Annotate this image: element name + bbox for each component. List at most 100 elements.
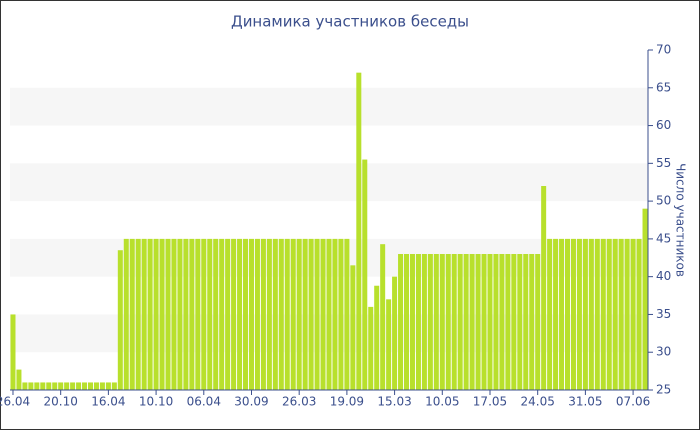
grid-band <box>10 163 648 202</box>
bar <box>284 238 290 390</box>
bar <box>123 238 129 390</box>
bar <box>302 238 308 390</box>
bar <box>606 238 612 390</box>
y-axis-label: Число участников <box>674 163 688 277</box>
bar <box>135 238 141 390</box>
bar <box>10 314 16 390</box>
bar <box>87 382 93 390</box>
bar <box>415 254 421 390</box>
bar <box>398 254 404 390</box>
bar <box>177 238 183 390</box>
x-tick-label: 30.09 <box>234 395 268 409</box>
bar <box>326 238 332 390</box>
bar <box>219 238 225 390</box>
bar <box>636 238 642 390</box>
bar <box>463 254 469 390</box>
bar <box>517 254 523 390</box>
y-tick-label: 65 <box>656 80 671 94</box>
y-tick-label: 30 <box>656 345 671 359</box>
bar <box>421 254 427 390</box>
bar <box>201 238 207 390</box>
bar <box>64 382 70 390</box>
bar <box>404 254 410 390</box>
bar <box>642 208 648 390</box>
bar <box>451 254 457 390</box>
bar <box>314 238 320 390</box>
bar <box>189 238 195 390</box>
bar <box>576 238 582 390</box>
bar <box>237 238 243 390</box>
bar <box>344 238 350 390</box>
bar <box>541 186 547 390</box>
y-tick-label: 70 <box>656 43 671 57</box>
bar <box>499 254 505 390</box>
bar <box>618 238 624 390</box>
bar <box>511 254 517 390</box>
y-tick-label: 55 <box>656 156 671 170</box>
x-tick-label: 24.05 <box>521 395 555 409</box>
bar <box>308 238 314 390</box>
bar <box>129 238 135 390</box>
y-tick-label: 25 <box>656 383 671 397</box>
x-tick-label: 19.09 <box>330 395 364 409</box>
bar <box>22 382 28 390</box>
bar <box>165 238 171 390</box>
bar <box>505 254 511 390</box>
x-tick-label: 07.06 <box>616 395 650 409</box>
bar <box>40 382 46 390</box>
bar <box>183 238 189 390</box>
bar <box>523 254 529 390</box>
bar <box>332 238 338 390</box>
bar <box>76 382 82 390</box>
bar <box>570 238 576 390</box>
bar <box>368 306 374 390</box>
bar <box>457 254 463 390</box>
bar <box>624 238 630 390</box>
bar <box>260 238 266 390</box>
bar <box>439 254 445 390</box>
y-tick-label: 40 <box>656 269 671 283</box>
bar <box>350 265 356 390</box>
bar <box>374 285 380 390</box>
x-tick-label: 17.05 <box>473 395 507 409</box>
bar <box>93 382 99 390</box>
bar <box>493 254 499 390</box>
y-tick-label: 35 <box>656 307 671 321</box>
bar <box>46 382 52 390</box>
bar <box>386 299 392 390</box>
bar <box>296 238 302 390</box>
x-tick-label: 10.05 <box>425 395 459 409</box>
bar <box>433 254 439 390</box>
bar <box>445 254 451 390</box>
chart-title: Динамика участников беседы <box>231 13 469 31</box>
bar <box>213 238 219 390</box>
bar <box>28 382 34 390</box>
bar <box>58 382 64 390</box>
bar <box>207 238 213 390</box>
bar <box>320 238 326 390</box>
bar <box>231 238 237 390</box>
bar <box>16 369 22 390</box>
bar <box>582 238 588 390</box>
bar <box>600 238 606 390</box>
bar <box>266 238 272 390</box>
bar <box>34 382 40 390</box>
x-tick-label: 15.03 <box>377 395 411 409</box>
bar <box>278 238 284 390</box>
bar <box>356 72 362 391</box>
bar <box>392 276 398 390</box>
bar <box>427 254 433 390</box>
x-tick-label: 26.03 <box>282 395 316 409</box>
y-tick-label: 50 <box>656 194 671 208</box>
bar <box>612 238 618 390</box>
x-tick-label: 26.04 <box>0 395 30 409</box>
y-tick-label: 60 <box>656 118 671 132</box>
x-tick-label: 20.10 <box>44 395 78 409</box>
bar <box>82 382 88 390</box>
bar <box>159 238 165 390</box>
bar <box>338 238 344 390</box>
bar <box>547 238 553 390</box>
bar <box>553 238 559 390</box>
bar <box>481 254 487 390</box>
